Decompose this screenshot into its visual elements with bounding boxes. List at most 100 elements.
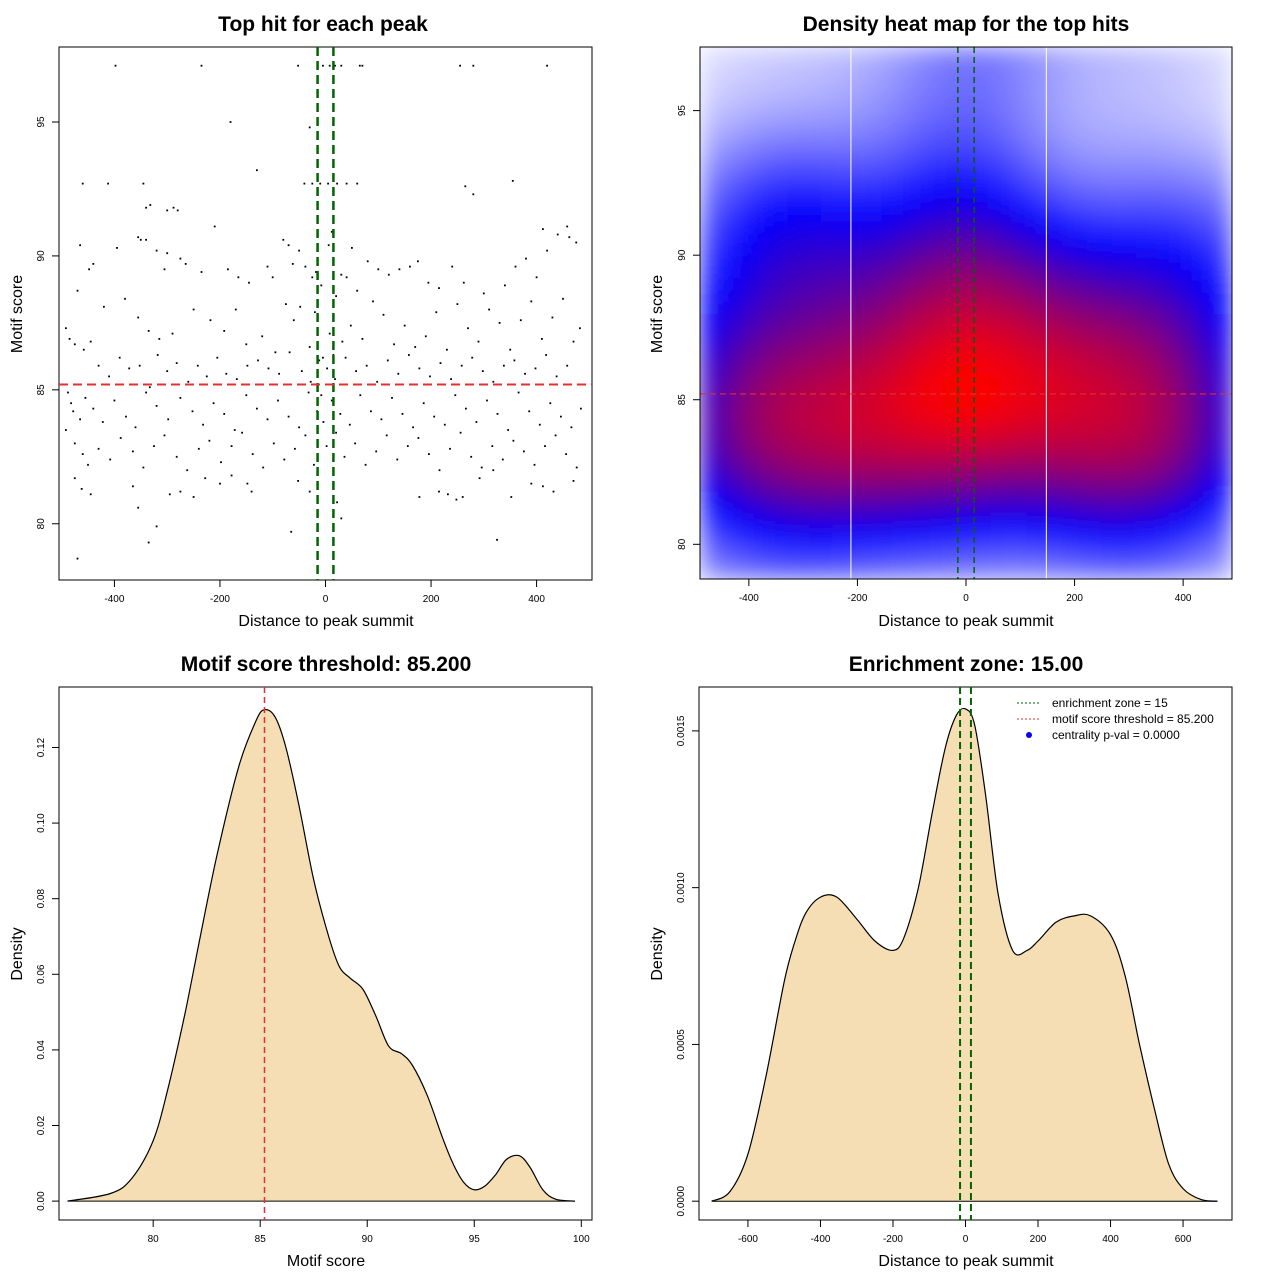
heat-cell xyxy=(893,373,907,387)
heat-cell xyxy=(1219,119,1232,133)
heat-cell xyxy=(1002,482,1016,496)
heat-cell xyxy=(784,204,798,218)
heat-cell xyxy=(1111,167,1124,181)
heat-cell xyxy=(941,180,955,193)
heat-cell xyxy=(1159,482,1173,496)
data-point xyxy=(285,303,287,305)
heat-cell xyxy=(1135,83,1149,97)
heat-cell xyxy=(772,337,786,351)
heat-cell xyxy=(784,313,798,326)
heat-cell xyxy=(1183,240,1197,254)
data-point xyxy=(179,490,182,493)
heat-cell xyxy=(1135,95,1149,109)
heat-cell xyxy=(820,216,834,230)
heat-cell xyxy=(881,458,895,471)
heat-cell xyxy=(724,155,738,169)
data-point xyxy=(145,238,147,241)
heat-cell xyxy=(857,131,871,145)
heat-cell xyxy=(845,216,858,230)
data-point xyxy=(387,273,390,276)
panel-heatmap-y-label: Motif score xyxy=(649,275,666,353)
heat-cell xyxy=(929,470,943,484)
heat-cell xyxy=(700,192,713,205)
data-point xyxy=(524,372,526,375)
heat-cell xyxy=(1111,313,1124,326)
heat-cell xyxy=(941,337,955,351)
heat-cell xyxy=(1207,216,1221,230)
heat-cell xyxy=(1074,300,1088,314)
heat-cell xyxy=(845,482,858,496)
heat-cell xyxy=(833,458,846,471)
heat-cell xyxy=(1195,506,1209,520)
heat-cell xyxy=(1147,252,1161,266)
density-fill xyxy=(67,709,575,1202)
heat-cell xyxy=(869,554,883,568)
heat-cell xyxy=(1026,131,1040,145)
heat-cell xyxy=(748,131,762,145)
heat-cell xyxy=(941,167,955,181)
heat-cell xyxy=(760,518,774,532)
heat-cell xyxy=(1099,313,1112,326)
heat-cell xyxy=(881,143,895,157)
heat-cell xyxy=(1111,470,1124,484)
heat-cell xyxy=(808,192,822,205)
heat-cell xyxy=(917,71,931,85)
heat-cell xyxy=(1062,107,1076,121)
y-tick-label: 90 xyxy=(36,250,47,262)
heat-cell xyxy=(712,59,725,72)
heat-cell xyxy=(941,252,955,266)
heat-cell xyxy=(905,421,919,435)
heat-cell xyxy=(881,95,895,109)
data-point xyxy=(408,354,410,356)
data-point xyxy=(256,407,258,410)
data-point xyxy=(132,485,134,488)
heat-cell xyxy=(1014,143,1028,157)
data-point xyxy=(517,391,520,394)
heat-cell xyxy=(1159,131,1173,145)
heat-cell xyxy=(1002,470,1016,484)
heat-cell xyxy=(1086,83,1100,97)
data-point xyxy=(118,356,121,359)
heat-cell xyxy=(990,264,1004,278)
heat-cell xyxy=(1171,107,1185,121)
data-point xyxy=(149,204,152,206)
heat-cell xyxy=(978,470,991,484)
heat-cell xyxy=(724,264,738,278)
heat-cell xyxy=(1062,204,1076,218)
heat-cell xyxy=(1195,446,1209,459)
heat-cell xyxy=(784,446,798,459)
heat-cell xyxy=(808,107,822,121)
heat-cell xyxy=(724,409,738,423)
heat-cell xyxy=(893,446,907,459)
heat-cell xyxy=(1111,494,1124,508)
heat-cell xyxy=(1002,83,1016,97)
heat-cell xyxy=(1147,325,1161,338)
heat-cell xyxy=(833,409,846,423)
heat-cell xyxy=(1014,409,1028,423)
heat-cell xyxy=(857,288,871,302)
data-point xyxy=(467,327,469,330)
heat-cell xyxy=(1014,325,1028,338)
heat-cell xyxy=(990,131,1004,145)
y-tick-label: 85 xyxy=(677,394,688,406)
data-point xyxy=(315,271,317,273)
heat-cell xyxy=(1014,470,1028,484)
panel-distance-density-marks xyxy=(711,687,1218,1220)
heat-cell xyxy=(772,300,786,314)
heat-cell xyxy=(905,276,919,290)
heat-cell xyxy=(1050,95,1064,109)
panel-scatter-x-label: Distance to peak summit xyxy=(238,613,414,630)
heat-cell xyxy=(1123,228,1137,242)
heat-cell xyxy=(1195,83,1209,97)
heat-cell xyxy=(1086,542,1100,556)
heat-cell xyxy=(1123,446,1137,459)
heat-cell xyxy=(700,107,713,121)
data-point xyxy=(365,364,368,367)
data-point xyxy=(89,493,92,496)
heat-cell xyxy=(808,373,822,387)
heat-cell xyxy=(1123,566,1137,579)
heat-cell xyxy=(953,433,967,447)
data-point xyxy=(274,351,277,354)
heat-cell xyxy=(820,458,834,471)
heat-cell xyxy=(784,325,798,338)
